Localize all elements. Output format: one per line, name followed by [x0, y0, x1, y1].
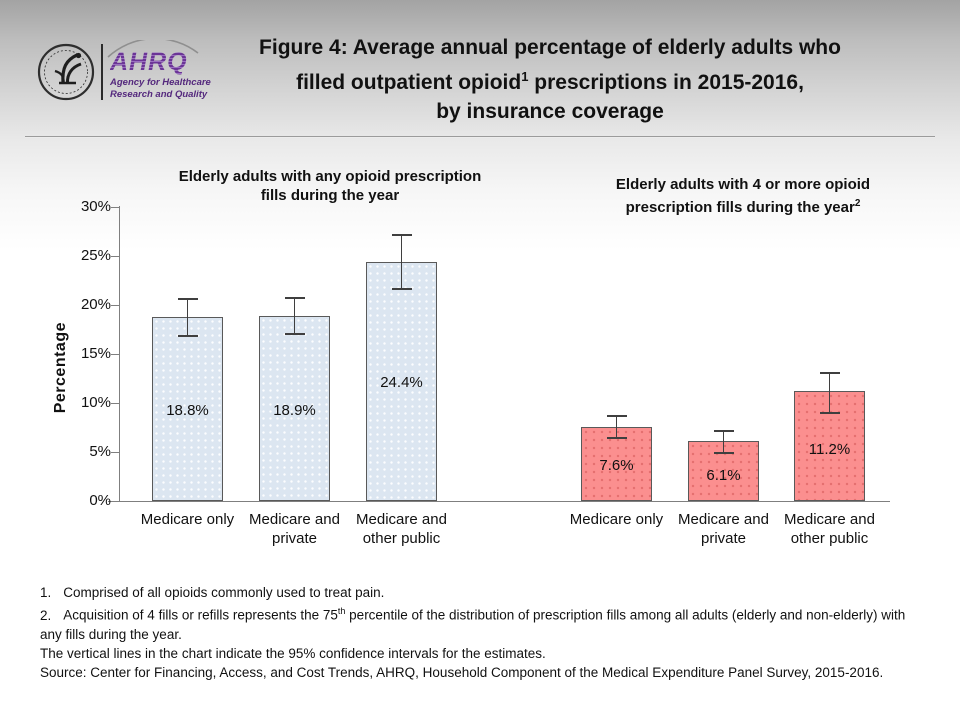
y-axis-tick-mark [111, 207, 119, 208]
y-axis-tick-mark [111, 305, 119, 306]
y-axis-tick-label: 5% [89, 443, 111, 460]
figure-title-line2b: prescriptions in 2015-2016, [528, 71, 804, 94]
figure-title-line1: Figure 4: Average annual percentage of e… [259, 36, 841, 59]
x-axis-category-label: Medicare and private [678, 511, 769, 547]
ahrq-arc-icon [107, 40, 199, 58]
x-axis-category-label: Medicare and other public [784, 511, 875, 547]
y-axis-tick-label: 10% [80, 394, 111, 411]
y-axis-line [119, 206, 120, 501]
y-axis-tick-label: 25% [80, 247, 111, 264]
bar-value-label: 18.8% [166, 402, 209, 419]
error-bar-cap-top [713, 430, 734, 433]
figure-title-line2: filled outpatient opioid [296, 71, 522, 94]
footnote-2-text: Acquisition of 4 fills or refills repres… [63, 607, 338, 623]
footnote-2-number: 2. [40, 607, 52, 623]
error-bar-line [401, 234, 402, 290]
y-axis-tick-label: 20% [80, 296, 111, 313]
error-bar-cap-bottom [606, 437, 627, 440]
footnote-ref-2: 2 [854, 198, 861, 209]
x-axis-category-label: Medicare and other public [356, 511, 447, 547]
error-bar-cap-bottom [713, 451, 734, 454]
bar-medicare-and-other-public [366, 261, 437, 501]
group2-title-line2: prescription fills during the year [625, 199, 855, 216]
footnote-2-text-cont: percentile of the distribution of prescr… [40, 607, 906, 642]
error-bar-cap-top [284, 297, 305, 300]
error-bar-cap-top [391, 234, 412, 237]
x-axis-category-label: Medicare and private [249, 511, 340, 547]
figure-title-line3: by insurance coverage [436, 100, 664, 123]
chart-group-title-any-fills: Elderly adults with any opioid prescript… [120, 167, 540, 205]
group1-title-line2: fills during the year [260, 187, 400, 204]
footnote-2: 2. Acquisition of 4 fills or refills repr… [40, 602, 930, 644]
bar-value-label: 7.6% [599, 457, 634, 474]
figure-title: Figure 4: Average annual percentage of e… [205, 33, 895, 126]
header-divider-line [25, 136, 935, 138]
error-bar-line [294, 297, 295, 335]
bar-value-label: 18.9% [273, 402, 316, 419]
error-bar-cap-top [819, 371, 840, 374]
footnote-1-number: 1. [40, 585, 52, 600]
error-bar-cap-bottom [284, 333, 305, 336]
bar-value-label: 11.2% [808, 441, 851, 458]
bar-medicare-and-private [259, 315, 330, 501]
error-bar-line [829, 371, 830, 413]
x-axis-category-label: Medicare only [569, 511, 664, 528]
group1-title-line1: Elderly adults with any opioid prescript… [178, 168, 482, 185]
ahrq-wordmark: AHRQ Agency for Healthcare Research and … [107, 40, 211, 100]
hhs-seal-icon [37, 43, 95, 101]
logo-divider [101, 44, 103, 100]
y-axis-tick-mark [111, 403, 119, 404]
footnote-1: 1. Comprised of all opioids commonly used… [40, 583, 930, 602]
ahrq-tagline: Agency for Healthcare Research and Quali… [110, 77, 211, 100]
bar-value-label: 24.4% [380, 374, 423, 391]
ahrq-acronym-text: AHRQ [110, 50, 211, 75]
error-bar-line [723, 430, 724, 453]
bar-medicare-only [152, 316, 223, 501]
footnote-1-text: Comprised of all opioids commonly used t… [63, 585, 385, 600]
error-bar-cap-top [177, 298, 198, 301]
x-axis-line [108, 501, 890, 502]
y-axis-tick-mark [111, 452, 119, 453]
bar-value-label: 6.1% [706, 467, 741, 484]
ahrq-tagline-line1: Agency for Healthcare [110, 77, 211, 89]
header-gradient-background [0, 0, 960, 250]
footnote-2-superscript: th [337, 606, 346, 616]
y-axis-tick-mark [111, 354, 119, 355]
group2-title-line1: Elderly adults with 4 or more opioid [615, 176, 871, 193]
footnotes-block: 1. Comprised of all opioids commonly used… [40, 583, 930, 682]
confidence-interval-note: The vertical lines in the chart indicate… [40, 645, 546, 661]
error-bar-cap-bottom [819, 411, 840, 414]
source-line: Source: Center for Financing, Access, an… [40, 664, 884, 680]
error-bar-cap-bottom [391, 288, 412, 291]
ahrq-tagline-line2: Research and Quality [110, 88, 208, 100]
y-axis-tick-mark [111, 256, 119, 257]
footnote-ref-1: 1 [521, 69, 529, 84]
ahrq-logo-block: AHRQ Agency for Healthcare Research and … [36, 40, 211, 104]
y-axis-tick-mark [111, 501, 119, 502]
error-bar-cap-bottom [177, 335, 198, 338]
x-axis-category-label: Medicare only [140, 511, 235, 528]
y-axis-tick-label: 0% [89, 492, 111, 509]
error-bar-cap-top [606, 414, 627, 417]
error-bar-line [187, 298, 188, 337]
error-bar-line [616, 414, 617, 439]
chart-group-title-4plus-fills: Elderly adults with 4 or more opioid pre… [548, 175, 938, 217]
y-axis-tick-label: 30% [80, 198, 111, 215]
y-axis-tick-label: 15% [80, 345, 111, 362]
